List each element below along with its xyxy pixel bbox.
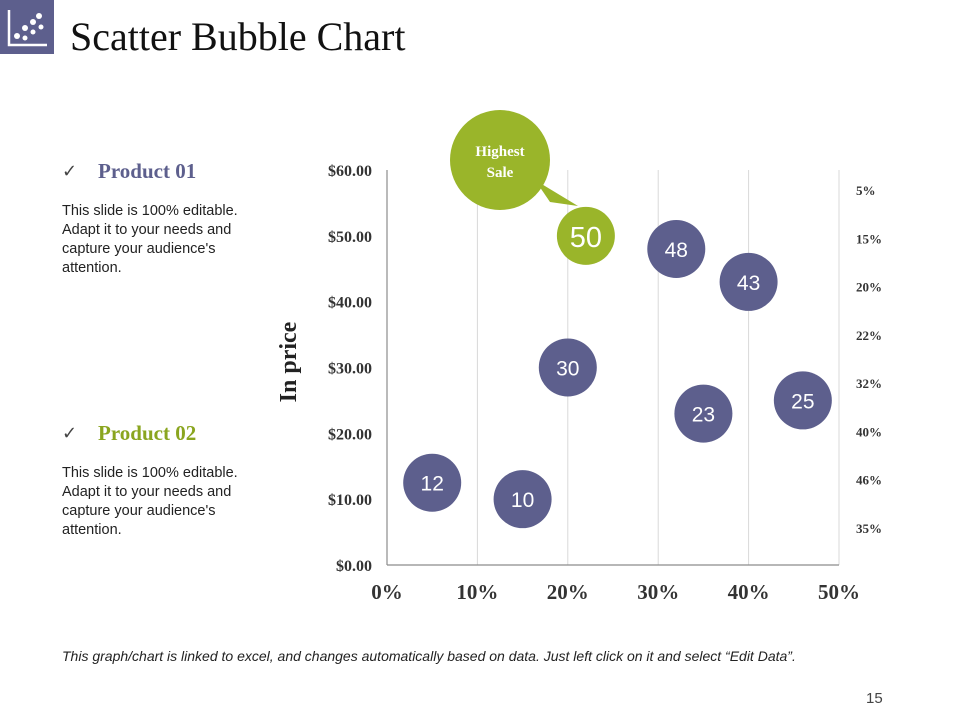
- product-02-name: Product 02: [98, 420, 197, 445]
- x-tick-label: 0%: [371, 580, 403, 604]
- right-side-labels: 5% 15% 20% 22% 32% 40% 46% 35%: [856, 183, 882, 536]
- page-title: Scatter Bubble Chart: [70, 14, 406, 59]
- x-tick-label: 20%: [547, 580, 589, 604]
- footnote: This graph/chart is linked to excel, and…: [62, 648, 796, 664]
- x-tick-labels: 0% 10% 20% 30% 40% 50%: [371, 580, 860, 604]
- y-tick-label: $30.00: [328, 361, 372, 378]
- y-tick-label: $10.00: [328, 492, 372, 509]
- x-tick-label: 50%: [818, 580, 860, 604]
- y-tick-label: $40.00: [328, 295, 372, 312]
- bubble: [403, 453, 462, 512]
- y-tick-labels: $0.00 $10.00 $20.00 $30.00 $40.00 $50.00 $60.0…: [328, 163, 372, 575]
- product-02-block: ✓ Product 02 This slide is 100% editable…: [62, 420, 252, 540]
- y-tick-label: $60.00: [328, 163, 372, 180]
- right-percent-label: 35%: [856, 521, 882, 536]
- axes: [386, 170, 839, 566]
- right-percent-label: 22%: [856, 328, 882, 343]
- bubble-value-label: 30: [556, 358, 579, 381]
- product-01-description: This slide is 100% editable. Adapt it to…: [62, 203, 238, 276]
- callout-tail: [535, 180, 578, 206]
- right-percent-label: 5%: [856, 183, 876, 198]
- product-01-block: ✓ Product 01 This slide is 100% editable…: [62, 158, 252, 278]
- product-01-name: Product 01: [98, 158, 197, 183]
- right-percent-label: 15%: [856, 231, 882, 246]
- right-percent-label: 20%: [856, 280, 882, 295]
- bubble: [493, 470, 552, 529]
- y-tick-label: $50.00: [328, 229, 372, 246]
- product-02-description: This slide is 100% editable. Adapt it to…: [62, 465, 238, 538]
- bubble-value-label: 12: [421, 473, 444, 496]
- x-tick-label: 40%: [728, 580, 770, 604]
- bubble: [719, 252, 778, 311]
- bubble-value-label: 23: [692, 404, 715, 427]
- bubble: [538, 338, 597, 397]
- bubble-highlight: [556, 206, 615, 265]
- callout-circle: [450, 110, 550, 210]
- scatter-chart-icon: [0, 0, 54, 54]
- page-number: 15: [866, 690, 883, 707]
- callout-line-1: Highest: [475, 144, 524, 160]
- bubble: [773, 371, 832, 430]
- x-tick-label: 30%: [637, 580, 679, 604]
- bubble-value-label: 43: [737, 272, 760, 295]
- callout-line-2: Sale: [487, 165, 514, 181]
- right-percent-label: 40%: [856, 424, 882, 439]
- right-percent-label: 32%: [856, 376, 882, 391]
- bubble: [674, 384, 733, 443]
- checkmark-icon: ✓: [62, 422, 78, 444]
- bubble-value-label: 48: [665, 239, 688, 262]
- bubbles: 12 10 30 50 48 23 43 25: [403, 206, 832, 529]
- bubble: [647, 220, 706, 278]
- right-percent-label: 46%: [856, 473, 882, 488]
- y-axis-label: In price: [276, 321, 302, 402]
- x-tick-label: 10%: [456, 580, 498, 604]
- bubble-value-label: 50: [570, 222, 602, 254]
- bubble-value-label: 25: [791, 390, 814, 413]
- bubble-value-label: 10: [511, 489, 534, 512]
- y-tick-label: $20.00: [328, 426, 372, 443]
- checkmark-icon: ✓: [62, 160, 78, 182]
- highest-sale-callout: Highest Sale: [450, 110, 578, 210]
- y-tick-label: $0.00: [336, 558, 372, 575]
